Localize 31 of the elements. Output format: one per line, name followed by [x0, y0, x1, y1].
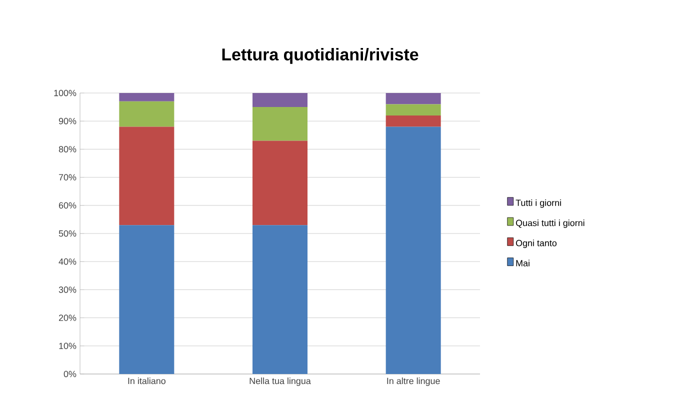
- bar: [252, 92, 308, 108]
- y-tick-label: 10%: [59, 342, 76, 350]
- bar: [252, 225, 308, 374]
- legend-label: Tutti i giorni: [516, 199, 561, 208]
- bar: [386, 92, 441, 104]
- y-tick-label: 0%: [64, 370, 76, 378]
- x-tick-label: In italiano: [128, 378, 166, 384]
- y-tick-label: 30%: [58, 286, 76, 293]
- bar: [252, 107, 308, 141]
- y-tick-label: 60%: [58, 202, 76, 209]
- x-tick-label: Nella tua lingua: [250, 378, 311, 386]
- bar: [386, 115, 441, 127]
- bar: [119, 101, 174, 127]
- chart-title: Lettura quotidiani/riviste: [222, 48, 418, 64]
- legend-label: Ogni tanto: [516, 240, 557, 248]
- y-tick-label: 100%: [54, 90, 76, 96]
- y-tick-label: 90%: [58, 118, 76, 124]
- bar: [252, 140, 308, 226]
- bar: [386, 126, 441, 374]
- y-tick-label: 50%: [58, 230, 76, 237]
- y-tick-label: 40%: [58, 258, 76, 265]
- bar: [119, 126, 174, 226]
- y-tick-label: 20%: [58, 314, 76, 321]
- y-tick-label: 80%: [58, 146, 76, 152]
- x-tick-label: In altre lingue: [387, 378, 440, 386]
- legend-label: Mai: [516, 260, 530, 266]
- y-tick-label: 70%: [58, 174, 76, 180]
- bar: [119, 92, 174, 102]
- bar: [386, 104, 441, 116]
- bar: [119, 225, 174, 374]
- legend-label: Quasi tutti i giorni: [516, 220, 584, 228]
